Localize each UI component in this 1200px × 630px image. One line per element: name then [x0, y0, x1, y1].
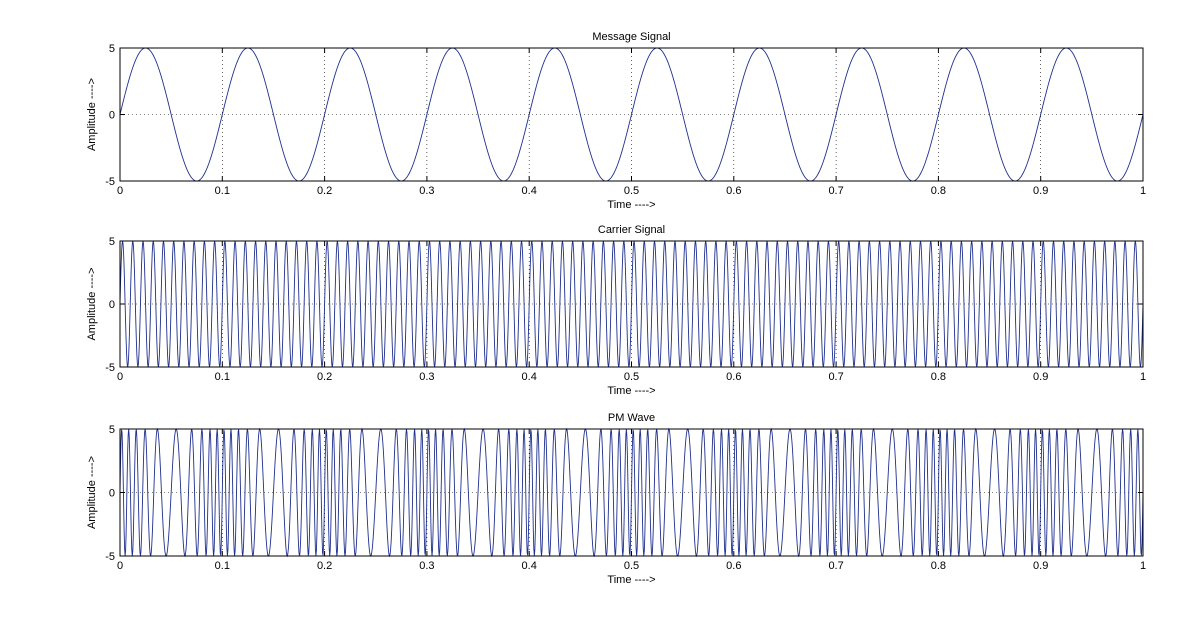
- x-tick-label: 0.2: [317, 185, 332, 197]
- x-tick-label: 0.8: [931, 560, 946, 572]
- subplot-1: 0 0.1 0.2 0.3 0.4 0.5 0.6 0.7 0.8 0.9 1-505Message…: [86, 31, 1146, 211]
- y-tick-label: -5: [105, 176, 115, 188]
- x-tick-label: 0.3: [419, 371, 434, 383]
- x-tick-label: 0.2: [317, 560, 332, 572]
- x-tick-label: 0.5: [624, 371, 639, 383]
- y-tick-label: 0: [109, 110, 115, 122]
- x-tick-label: 0.8: [931, 371, 946, 383]
- x-tick-label: 0.4: [522, 185, 537, 197]
- y-tick-label: 0: [109, 488, 115, 500]
- x-tick-label: 0.6: [726, 371, 741, 383]
- y-tick-label: -5: [105, 362, 115, 374]
- x-tick-label: 0.7: [828, 185, 843, 197]
- x-tick-label: 0.4: [522, 560, 537, 572]
- y-tick-label: -5: [105, 551, 115, 563]
- y-tick-label: 5: [109, 43, 115, 55]
- x-tick-label: 0: [117, 560, 123, 572]
- series-line: [119, 47, 1144, 182]
- series-line: [119, 240, 1144, 368]
- x-tick-label: 0.4: [522, 371, 537, 383]
- x-tick-label: 0.6: [726, 560, 741, 572]
- x-tick-label: 0.7: [828, 371, 843, 383]
- y-tick-label: 0: [109, 299, 115, 311]
- x-tick-label: 0.1: [215, 185, 230, 197]
- x-tick-label: 1: [1140, 185, 1146, 197]
- series-line: [119, 427, 1144, 558]
- subplot-2: 0 0.1 0.2 0.3 0.4 0.5 0.6 0.7 0.8 0.9 1-505Carrier…: [86, 224, 1146, 397]
- x-tick-label: 0.2: [317, 371, 332, 383]
- x-tick-label: 0.5: [624, 185, 639, 197]
- x-tick-label: 0.9: [1033, 185, 1048, 197]
- x-tick-label: 0.3: [419, 560, 434, 572]
- x-tick-label: 0.1: [215, 371, 230, 383]
- x-tick-label: 0.8: [931, 185, 946, 197]
- y-tick-label: 5: [109, 424, 115, 436]
- x-tick-label: 0: [117, 371, 123, 383]
- x-tick-label: 0.6: [726, 185, 741, 197]
- y-axis-label: Amplitude ---->: [86, 267, 98, 340]
- x-tick-label: 0.1: [215, 560, 230, 572]
- x-tick-label: 1: [1140, 371, 1146, 383]
- x-axis-label: Time ---->: [607, 574, 655, 586]
- y-tick-label: 5: [109, 236, 115, 248]
- x-tick-label: 0: [117, 185, 123, 197]
- chart-title: Message Signal: [592, 31, 670, 43]
- chart-title: PM Wave: [608, 412, 655, 424]
- x-tick-label: 0.7: [828, 560, 843, 572]
- y-axis-label: Amplitude ---->: [86, 456, 98, 529]
- chart-title: Carrier Signal: [598, 224, 665, 236]
- x-tick-label: 0.9: [1033, 371, 1048, 383]
- x-tick-label: 0.3: [419, 185, 434, 197]
- subplot-panels: 0 0.1 0.2 0.3 0.4 0.5 0.6 0.7 0.8 0.9 1-505Message…: [86, 31, 1146, 586]
- x-tick-label: 1: [1140, 560, 1146, 572]
- x-axis-label: Time ---->: [607, 385, 655, 397]
- y-axis-label: Amplitude ---->: [86, 78, 98, 151]
- x-tick-label: 0.5: [624, 560, 639, 572]
- x-axis-label: Time ---->: [607, 199, 655, 211]
- x-tick-label: 0.9: [1033, 560, 1048, 572]
